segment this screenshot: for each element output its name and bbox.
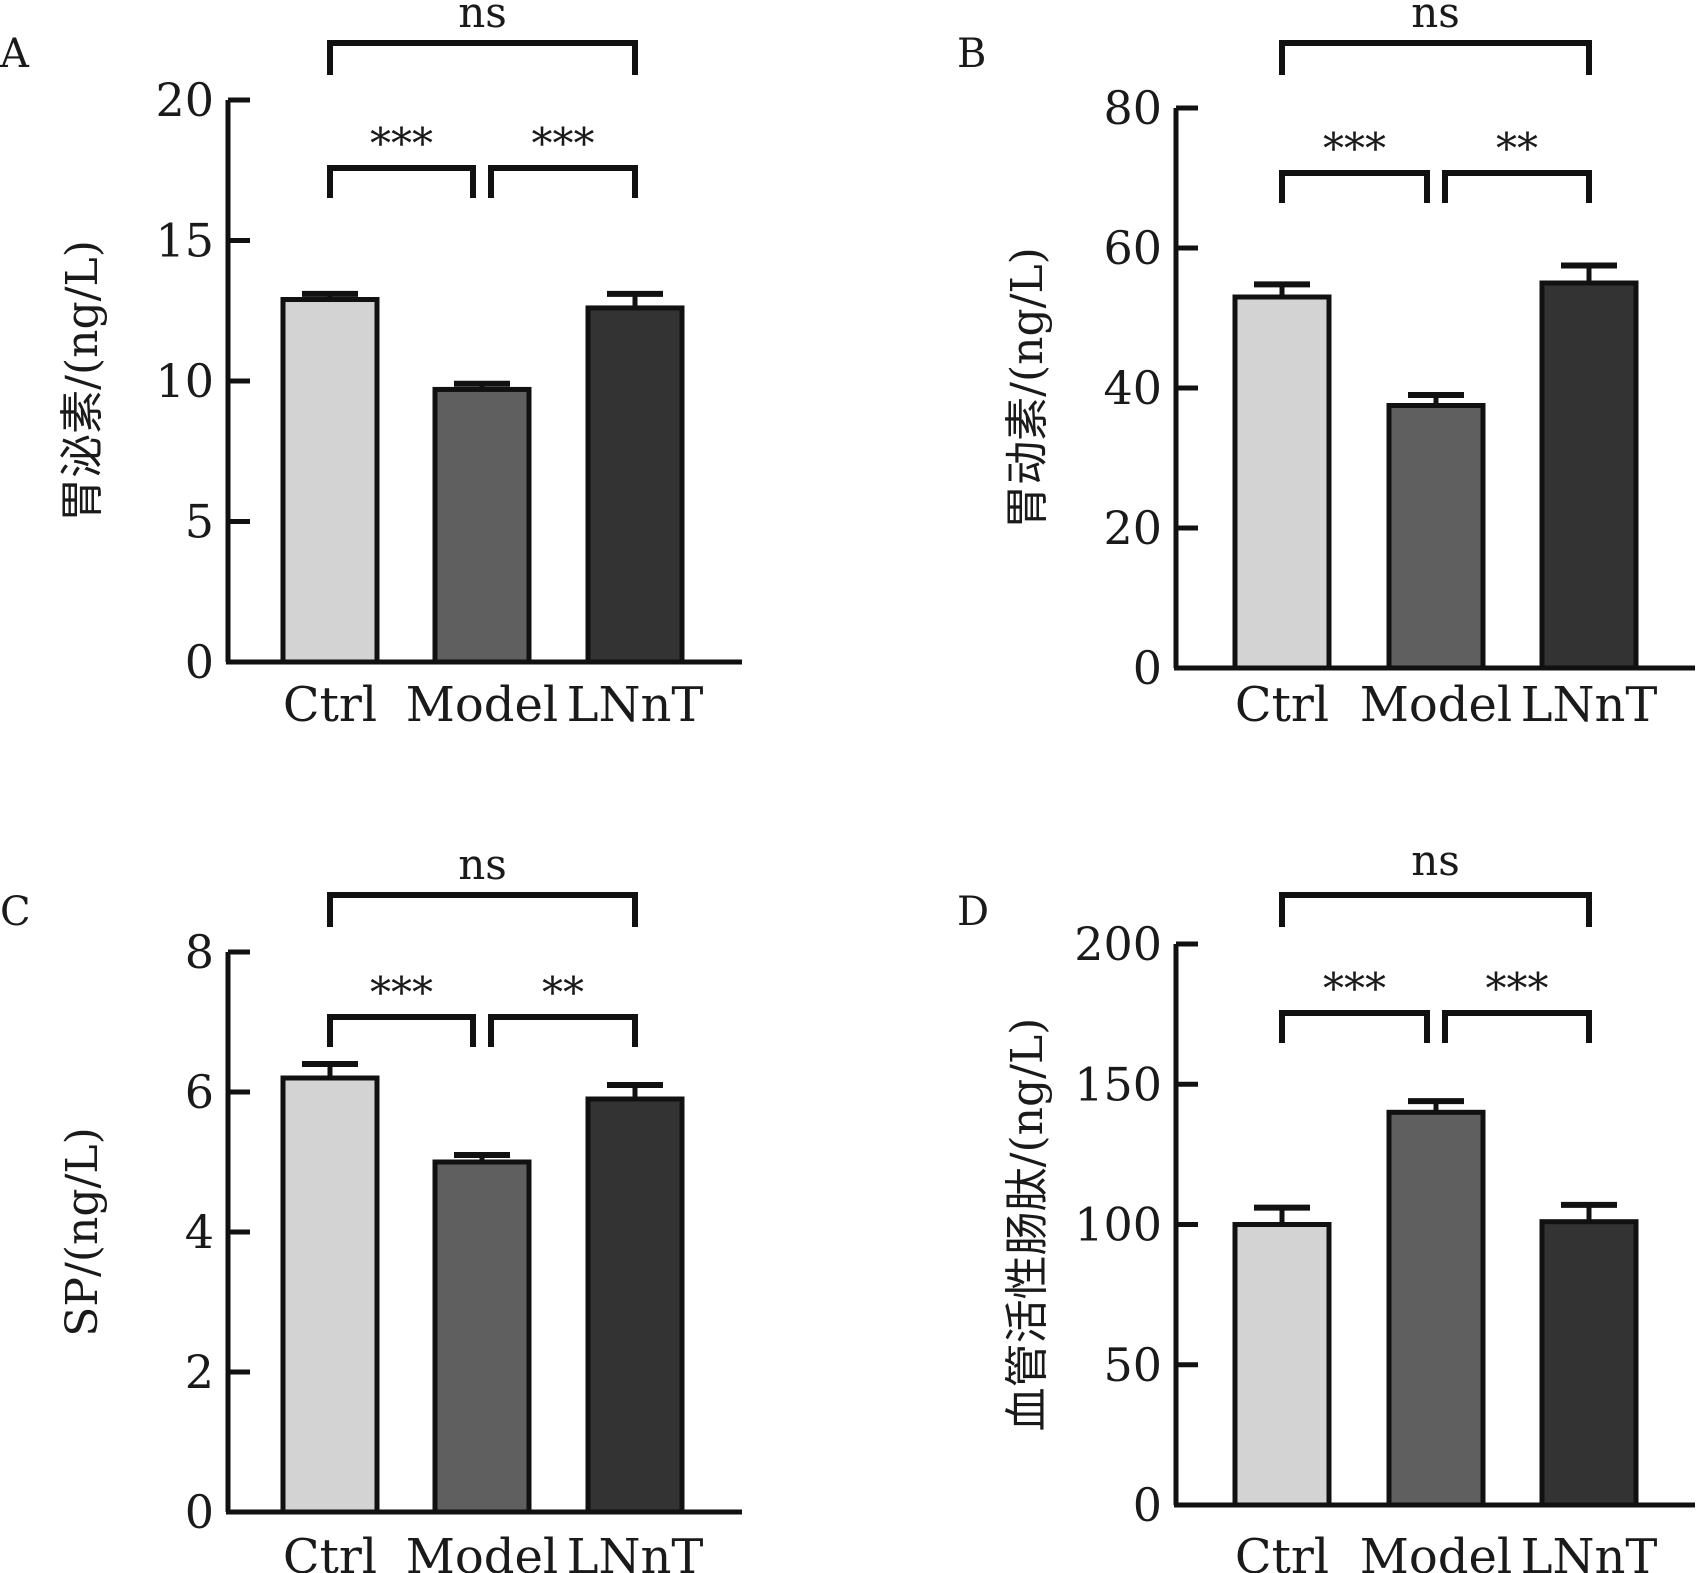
y-tick-label: 8	[185, 925, 214, 979]
y-tick-label: 0	[1133, 1478, 1162, 1532]
significance-label: ns	[1411, 836, 1460, 885]
significance-label: ***	[1486, 964, 1549, 1013]
significance-label: **	[1496, 124, 1538, 173]
significance-label: ns	[458, 0, 507, 37]
y-tick-label: 20	[1103, 501, 1162, 555]
significance-label: ***	[532, 119, 595, 168]
y-tick-label: 100	[1074, 1198, 1162, 1252]
bar-ctrl	[280, 1075, 380, 1515]
significance-bracket	[327, 165, 476, 198]
significance-bracket	[1279, 892, 1592, 927]
significance-bracket	[1279, 40, 1592, 75]
y-tick-label: 200	[1074, 917, 1162, 971]
bar-model	[432, 1159, 532, 1515]
x-category-label: Model	[406, 677, 559, 733]
bar-model	[1386, 1109, 1486, 1508]
panel-letter: B	[957, 31, 986, 77]
x-category-label: LNnT	[1521, 1529, 1658, 1573]
y-tick-label: 10	[155, 354, 214, 408]
y-tick-label: 60	[1103, 221, 1162, 275]
chart-panel-a: A 0 5 10 15 20 胃泌素/(ng/L) Ctrl Model LNnT ns *** ***	[0, 0, 742, 733]
significance-bracket	[488, 165, 638, 198]
y-tick-label: 6	[185, 1065, 214, 1119]
x-category-label: Ctrl	[283, 677, 377, 733]
significance-bracket	[327, 1014, 476, 1047]
x-category-label: Model	[406, 1529, 559, 1573]
significance-bracket	[1279, 170, 1430, 203]
significance-label: ***	[1323, 964, 1386, 1013]
bar-lnnt	[1539, 1219, 1639, 1508]
chart-panel-d: D 0 50 100 150 200 血管活性肠肽/(ng/L) Ctrl Model LNnT n…	[957, 836, 1695, 1573]
significance-label: ***	[370, 119, 433, 168]
y-tick-label: 2	[185, 1345, 214, 1399]
bar-model	[1386, 403, 1486, 671]
significance-bracket	[327, 40, 638, 75]
y-tick-label: 50	[1103, 1338, 1162, 1392]
y-tick-label: 5	[185, 495, 214, 549]
x-category-label: Ctrl	[283, 1529, 377, 1573]
y-axis-label: 胃泌素/(ng/L)	[57, 240, 108, 522]
significance-bracket	[1442, 1010, 1592, 1043]
significance-bracket	[1442, 170, 1592, 203]
bar-ctrl	[280, 297, 380, 665]
panel-letter: C	[0, 889, 31, 935]
x-category-label: LNnT	[567, 1529, 704, 1573]
significance-label: **	[542, 968, 584, 1017]
bar-ctrl	[1232, 1222, 1332, 1508]
significance-label: ns	[458, 840, 507, 889]
y-axis-label: 胃动素/(ng/L)	[1002, 247, 1053, 529]
y-axis-label: SP/(ng/L)	[57, 1127, 108, 1336]
y-tick-label: 20	[155, 73, 214, 127]
bar-lnnt	[585, 1096, 685, 1515]
panel-letter: A	[0, 31, 30, 77]
y-tick-label: 40	[1103, 361, 1162, 415]
bar-model	[432, 386, 532, 665]
y-tick-label: 15	[155, 214, 214, 268]
y-tick-label: 0	[1133, 641, 1162, 695]
bar-lnnt	[1539, 280, 1639, 671]
y-tick-label: 0	[185, 1485, 214, 1539]
x-category-label: LNnT	[1521, 677, 1658, 733]
y-tick-label: 150	[1074, 1057, 1162, 1111]
y-tick-label: 0	[185, 635, 214, 689]
significance-bracket	[488, 1014, 638, 1047]
x-category-label: Model	[1360, 677, 1513, 733]
x-category-label: Ctrl	[1235, 1529, 1329, 1573]
bar-ctrl	[1232, 294, 1332, 671]
y-axis-label: 血管活性肠肽/(ng/L)	[1002, 1018, 1053, 1432]
significance-bracket	[1279, 1010, 1430, 1043]
significance-bracket	[327, 892, 638, 927]
bar-lnnt	[585, 305, 685, 665]
panel-letter: D	[957, 889, 989, 935]
y-tick-label: 4	[185, 1205, 214, 1259]
x-category-label: LNnT	[567, 677, 704, 733]
y-tick-label: 80	[1103, 81, 1162, 135]
significance-label: ns	[1411, 0, 1460, 37]
significance-label: ***	[370, 968, 433, 1017]
x-category-label: Model	[1360, 1529, 1513, 1573]
significance-label: ***	[1323, 124, 1386, 173]
x-category-label: Ctrl	[1235, 677, 1329, 733]
